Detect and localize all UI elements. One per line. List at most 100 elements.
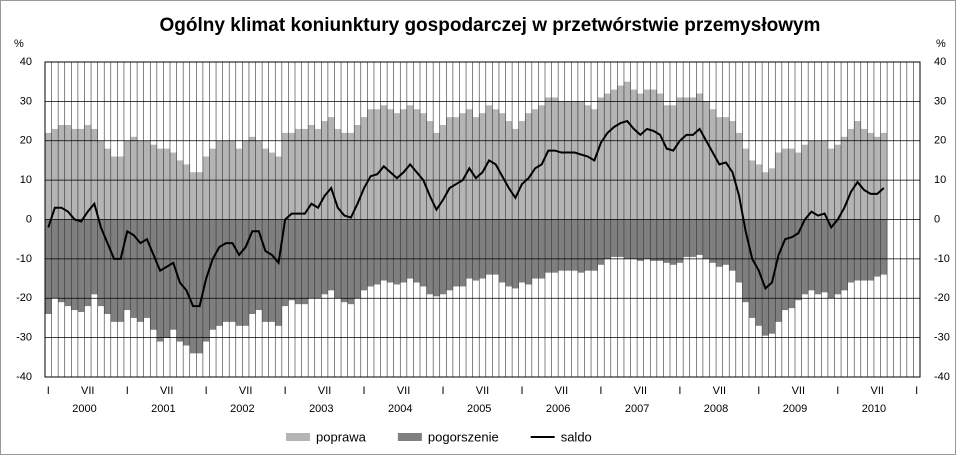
- x-tick-label: I: [126, 385, 129, 397]
- bar: [426, 219, 434, 295]
- bar: [623, 219, 631, 259]
- bar: [630, 89, 638, 220]
- bar: [564, 219, 572, 271]
- y-tick-label: -20: [16, 292, 32, 304]
- bar: [360, 117, 368, 220]
- bar: [663, 105, 670, 220]
- bar: [163, 219, 170, 338]
- bar: [170, 219, 177, 330]
- bar: [393, 219, 401, 285]
- year-label: 2006: [546, 403, 570, 415]
- bar: [591, 219, 598, 271]
- bar: [663, 219, 670, 263]
- bar: [689, 97, 697, 220]
- bar: [597, 97, 605, 220]
- bar: [281, 219, 289, 307]
- bar: [637, 93, 644, 220]
- bar: [262, 219, 269, 322]
- bar: [656, 219, 664, 261]
- x-tick-label: I: [915, 385, 918, 397]
- bar: [735, 219, 743, 283]
- bar: [301, 128, 309, 220]
- bar: [709, 219, 717, 263]
- bar: [77, 128, 85, 220]
- bar: [58, 125, 65, 220]
- bar: [604, 219, 611, 259]
- bar: [867, 132, 874, 220]
- y-tick-label: 40: [20, 56, 32, 68]
- bar: [518, 121, 526, 220]
- year-label: 2003: [309, 403, 333, 415]
- bar: [801, 144, 809, 220]
- bar: [597, 219, 605, 265]
- bar: [485, 219, 493, 275]
- bar: [834, 219, 842, 295]
- bar: [472, 117, 480, 220]
- bar: [163, 148, 170, 220]
- bar: [472, 219, 480, 281]
- bar: [584, 105, 592, 220]
- bar: [860, 128, 868, 220]
- bar: [262, 148, 269, 220]
- bar: [531, 219, 539, 279]
- bar: [834, 144, 842, 220]
- bar: [650, 89, 657, 220]
- bar: [387, 109, 394, 220]
- bar: [512, 219, 519, 289]
- bar: [709, 109, 717, 220]
- bar: [354, 125, 361, 220]
- bar: [189, 172, 197, 220]
- bar: [327, 117, 335, 220]
- y2-unit: %: [936, 38, 946, 50]
- bar: [393, 113, 401, 220]
- bar: [413, 219, 420, 283]
- bar: [814, 219, 822, 295]
- bar: [854, 219, 861, 281]
- bar: [439, 219, 447, 295]
- bar: [196, 172, 203, 220]
- bar: [479, 113, 486, 220]
- bar: [755, 164, 763, 220]
- bar: [45, 219, 52, 314]
- bar: [130, 136, 138, 220]
- bar: [716, 117, 723, 220]
- saldo-line: [47, 119, 885, 308]
- x-tick-label: I: [520, 385, 523, 397]
- y-tick-label: 10: [20, 174, 32, 186]
- bar: [130, 219, 138, 318]
- bar: [762, 219, 769, 336]
- bar: [676, 97, 684, 220]
- bar: [196, 219, 203, 354]
- bar: [295, 219, 302, 305]
- bar: [373, 219, 381, 285]
- bar: [321, 121, 328, 220]
- bar: [577, 101, 585, 220]
- bar: [551, 97, 559, 220]
- bar: [808, 219, 815, 291]
- x-tick-label: VII: [397, 385, 410, 397]
- bar: [492, 219, 499, 275]
- y2-tick-label: 10: [934, 174, 946, 186]
- bar: [558, 101, 565, 220]
- bar: [518, 219, 526, 283]
- bar: [446, 219, 453, 291]
- bar: [150, 144, 157, 220]
- bar: [275, 219, 282, 326]
- bar: [104, 219, 111, 314]
- bar: [545, 219, 552, 273]
- bar: [71, 219, 78, 311]
- y2-tick-label: 30: [934, 95, 946, 107]
- bar: [71, 128, 78, 220]
- bar: [222, 219, 230, 322]
- bar: [676, 219, 684, 263]
- bar: [525, 113, 532, 220]
- bar: [551, 219, 559, 273]
- bar: [400, 219, 407, 283]
- x-tick-label: I: [678, 385, 681, 397]
- bar: [630, 219, 638, 259]
- bar: [281, 132, 289, 220]
- bar: [788, 219, 795, 309]
- bar: [722, 117, 730, 220]
- bar: [452, 117, 460, 220]
